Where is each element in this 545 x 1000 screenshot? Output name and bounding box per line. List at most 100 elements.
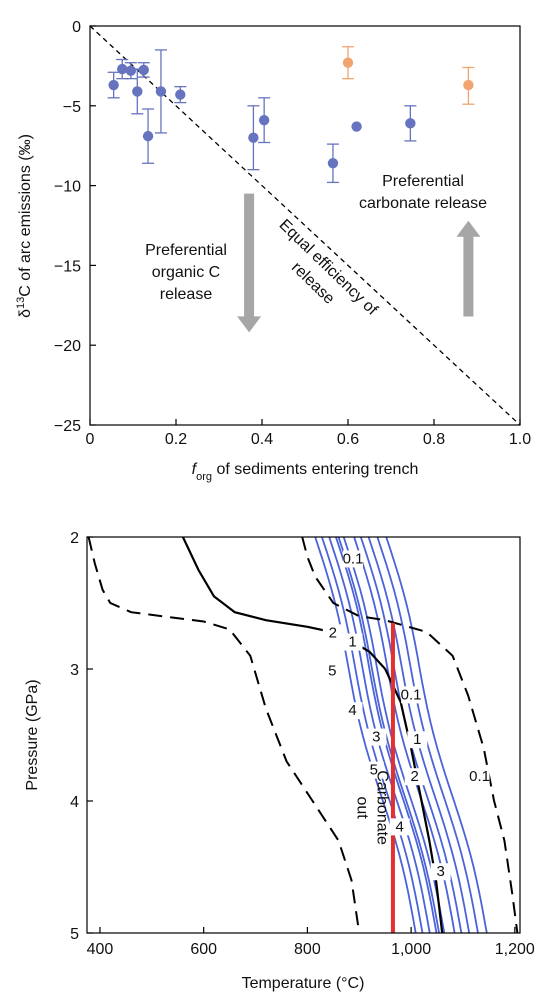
isopleth-label: 0.1 bbox=[469, 768, 490, 785]
scatter-x-tick-label: 0.2 bbox=[165, 431, 187, 448]
isopleth-label: 1 bbox=[413, 731, 421, 748]
isopleth-label: 3 bbox=[436, 863, 444, 880]
release-arrow-up bbox=[456, 220, 481, 317]
isopleth-label-bg bbox=[389, 818, 410, 836]
organic-annotation-line3: release bbox=[160, 286, 213, 303]
x-label-italic: f bbox=[192, 461, 198, 478]
isopleth-label-bg bbox=[363, 761, 384, 779]
isopleth-label-bg bbox=[366, 728, 387, 746]
scatter-x-tick-label: 0 bbox=[86, 431, 95, 448]
isopleth-label: 4 bbox=[396, 818, 404, 835]
isopleth-line bbox=[385, 537, 488, 933]
organic-annotation-line1: Preferential bbox=[145, 242, 227, 259]
phase-y-tick-label: 3 bbox=[70, 662, 79, 679]
organic-annotation-line2: organic C bbox=[152, 264, 220, 281]
data-point-series-0 bbox=[132, 86, 143, 97]
phase-x-tick-label: 800 bbox=[294, 941, 321, 958]
phase-x-tick-label: 400 bbox=[87, 941, 114, 958]
scatter-y-tick-label: −5 bbox=[63, 99, 81, 116]
isopleth-label-bg bbox=[322, 662, 343, 680]
scatter-y-tick-label: 0 bbox=[72, 19, 81, 36]
dashed-boundary-curve bbox=[301, 537, 519, 933]
scatter-x-tick-label: 0.6 bbox=[337, 431, 359, 448]
data-point-series-0 bbox=[138, 64, 149, 76]
phase-y-axis: 2 3 4 5 bbox=[70, 530, 93, 943]
phase-x-tick-label: 1,000 bbox=[391, 941, 431, 958]
dashed-boundaries bbox=[87, 537, 519, 933]
isopleth-label-bg bbox=[342, 702, 363, 720]
isopleth-label-bg bbox=[407, 731, 428, 749]
scatter-y-tick-label: −10 bbox=[54, 179, 81, 196]
data-point-series-1 bbox=[342, 57, 354, 68]
y-label-delta: δ bbox=[17, 309, 34, 318]
scatter-y-axis: 0 −5 −10 −15 −20 −25 bbox=[54, 19, 96, 435]
y-label-rest: C of arc emissions (‰) bbox=[17, 134, 34, 297]
isopleth-label: 3 bbox=[372, 729, 380, 746]
phase-diagram-curves bbox=[87, 537, 519, 933]
phase-x-tick-label: 600 bbox=[190, 941, 217, 958]
y-label-superscript: 13 bbox=[15, 297, 27, 309]
scatter-x-axis: 0 0.2 0.4 0.6 0.8 1.0 bbox=[86, 419, 531, 448]
data-point-series-0 bbox=[108, 79, 119, 91]
scatter-x-tick-label: 1.0 bbox=[509, 431, 531, 448]
data-point-series-0 bbox=[351, 121, 362, 132]
isopleth-label-bg bbox=[430, 863, 451, 881]
release-arrow-down bbox=[237, 193, 262, 333]
data-point-series-1 bbox=[463, 79, 474, 91]
phase-x-tick-label: 1,200 bbox=[495, 941, 535, 958]
carbonate-out-label: Carbonate bbox=[373, 770, 390, 845]
phase-x-axis-label: Temperature (°C) bbox=[242, 975, 365, 992]
x-label-rest: of sediments entering trench bbox=[212, 461, 418, 478]
carbonate-out-label: out bbox=[354, 796, 371, 819]
solid-boundary-curve bbox=[181, 537, 444, 933]
isopleths bbox=[314, 537, 488, 933]
x-label-subscript: org bbox=[196, 471, 212, 483]
data-point-series-0 bbox=[248, 132, 259, 143]
isopleth-label-bg bbox=[469, 768, 490, 786]
isopleth-label: 4 bbox=[348, 702, 356, 719]
data-point-series-0 bbox=[258, 114, 270, 126]
scatter-y-axis-label: δ13C of arc emissions (‰) bbox=[15, 134, 34, 318]
scatter-y-tick-label: −25 bbox=[54, 418, 81, 435]
equal-efficiency-label: Equal efficiency of release bbox=[276, 216, 381, 319]
equal-efficiency-line bbox=[89, 25, 521, 426]
isopleth-label: 0.1 bbox=[401, 686, 422, 703]
phase-x-axis: 400 600 800 1,000 1,200 bbox=[87, 927, 535, 958]
isopleth-label-bg bbox=[342, 633, 363, 651]
scatter-x-tick-label: 0.8 bbox=[423, 431, 445, 448]
isopleth-label-bg bbox=[343, 550, 364, 568]
phase-plot-frame bbox=[86, 536, 521, 934]
data-point-series-0 bbox=[405, 118, 416, 129]
carbonate-annotation-line2: carbonate release bbox=[359, 195, 487, 212]
scatter-plot-frame bbox=[89, 25, 521, 426]
phase-y-tick-label: 4 bbox=[70, 794, 79, 811]
scatter-x-tick-label: 0.4 bbox=[251, 431, 273, 448]
data-point-series-0 bbox=[155, 86, 167, 97]
isopleth-label: 5 bbox=[370, 762, 378, 779]
data-point-series-0 bbox=[117, 63, 128, 75]
isopleth-label-bg bbox=[322, 624, 343, 642]
phase-y-tick-label: 2 bbox=[70, 530, 79, 547]
data-point-series-0 bbox=[175, 89, 186, 100]
isopleth-label: 2 bbox=[329, 624, 337, 641]
scatter-y-tick-label: −20 bbox=[54, 338, 81, 355]
release-arrows bbox=[237, 193, 481, 333]
scatter-panel: 0 0.2 0.4 0.6 0.8 1.0 0 −5 −10 −15 −20 −25 Prefere… bbox=[15, 19, 531, 483]
data-point-series-0 bbox=[142, 130, 154, 142]
isopleth-label: 5 bbox=[328, 663, 336, 680]
scatter-points bbox=[107, 46, 475, 184]
dashed-boundary-curve bbox=[87, 537, 361, 933]
phase-y-axis-label: Pressure (GPa) bbox=[24, 679, 41, 790]
scatter-x-axis-label: forg of sediments entering trench bbox=[192, 461, 419, 483]
isopleth-label-bg bbox=[401, 686, 422, 704]
isopleth-label-bg bbox=[404, 768, 425, 786]
isopleth-label: 0.1 bbox=[343, 550, 364, 567]
data-point-series-0 bbox=[327, 158, 339, 169]
phase-y-tick-label: 5 bbox=[70, 926, 79, 943]
scatter-y-tick-label: −15 bbox=[54, 258, 81, 275]
data-point-series-0 bbox=[125, 65, 137, 76]
